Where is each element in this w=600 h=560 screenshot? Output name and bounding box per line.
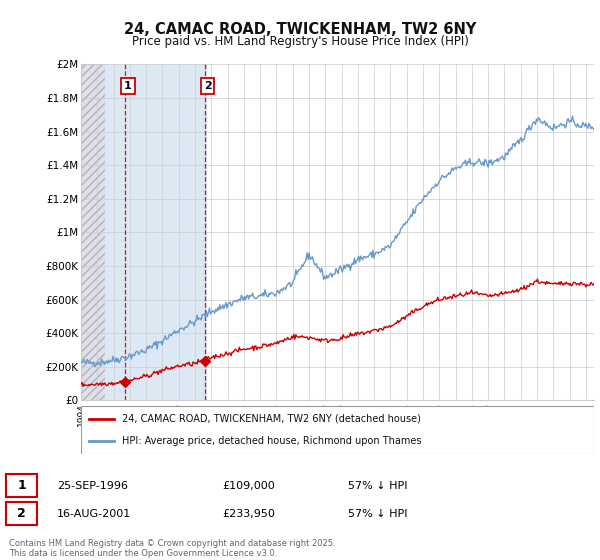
FancyBboxPatch shape xyxy=(81,406,594,454)
FancyBboxPatch shape xyxy=(6,502,37,525)
Text: 57% ↓ HPI: 57% ↓ HPI xyxy=(348,508,407,519)
Text: 1: 1 xyxy=(124,81,132,91)
Text: 16-AUG-2001: 16-AUG-2001 xyxy=(57,508,131,519)
Bar xyxy=(81,64,106,400)
Bar xyxy=(81,64,106,400)
Text: Contains HM Land Registry data © Crown copyright and database right 2025.
This d: Contains HM Land Registry data © Crown c… xyxy=(9,539,335,558)
Text: 1: 1 xyxy=(17,479,26,492)
Text: 57% ↓ HPI: 57% ↓ HPI xyxy=(348,480,407,491)
Text: HPI: Average price, detached house, Richmond upon Thames: HPI: Average price, detached house, Rich… xyxy=(122,436,422,446)
Text: £109,000: £109,000 xyxy=(222,480,275,491)
Text: Price paid vs. HM Land Registry's House Price Index (HPI): Price paid vs. HM Land Registry's House … xyxy=(131,35,469,48)
Text: 2: 2 xyxy=(17,507,26,520)
Bar xyxy=(106,64,206,400)
Text: 2: 2 xyxy=(203,81,211,91)
Text: 24, CAMAC ROAD, TWICKENHAM, TW2 6NY: 24, CAMAC ROAD, TWICKENHAM, TW2 6NY xyxy=(124,22,476,38)
Text: 25-SEP-1996: 25-SEP-1996 xyxy=(57,480,128,491)
Text: 24, CAMAC ROAD, TWICKENHAM, TW2 6NY (detached house): 24, CAMAC ROAD, TWICKENHAM, TW2 6NY (det… xyxy=(122,414,421,424)
Text: £233,950: £233,950 xyxy=(222,508,275,519)
FancyBboxPatch shape xyxy=(6,474,37,497)
